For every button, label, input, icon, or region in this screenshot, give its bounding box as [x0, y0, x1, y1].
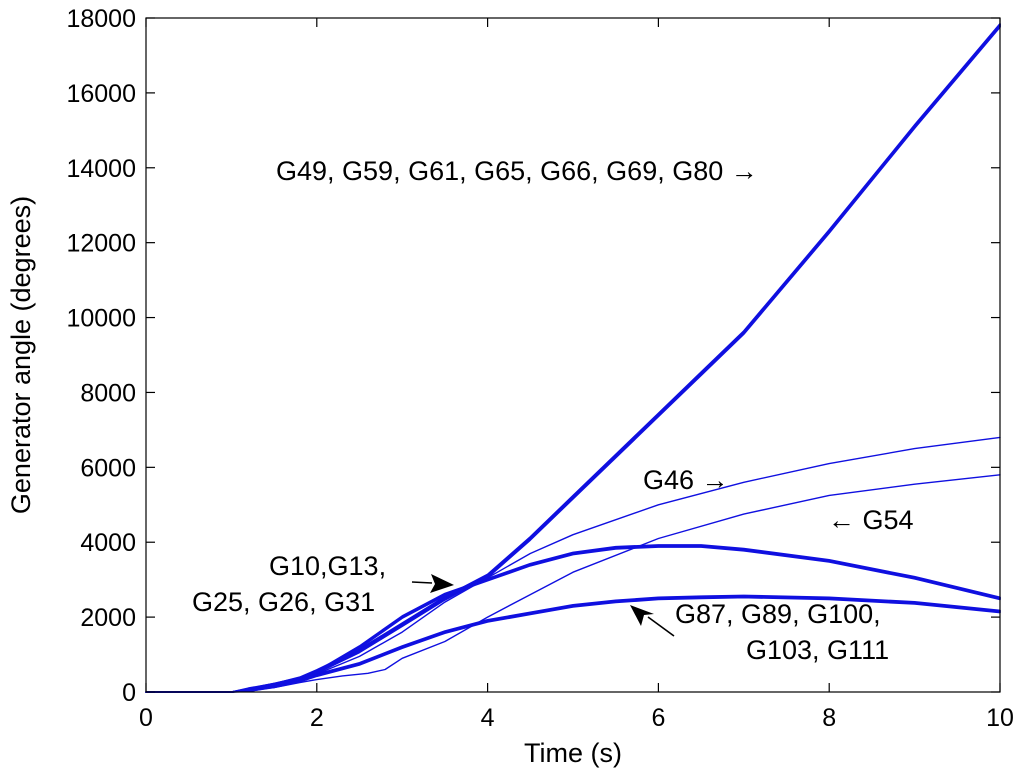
y-tick-label: 10000: [66, 305, 136, 333]
annotation-g87-arrow: [630, 605, 675, 637]
annotation-g87-group-line1: G87, G89, G100,: [675, 599, 881, 629]
x-tick-label: 2: [310, 704, 324, 732]
y-tick-label: 6000: [80, 454, 136, 482]
y-tick-label: 12000: [66, 230, 136, 258]
x-tick-label: 10: [986, 704, 1014, 732]
annotation-g54: ← G54: [828, 505, 914, 535]
y-tick-label: 0: [122, 679, 136, 707]
x-axis-title: Time (s): [524, 738, 622, 768]
annotation-g49-group: G49, G59, G61, G65, G66, G69, G80 →: [276, 156, 758, 186]
annotation-g46: G46 →: [643, 465, 729, 495]
annotation-g10-group-line2: G25, G26, G31: [192, 587, 375, 617]
annotation-g10-group-line1: G10,G13,: [269, 551, 386, 581]
series-group: [145, 22, 1001, 693]
x-tick-label: 0: [139, 704, 153, 732]
y-tick-label: 8000: [80, 379, 136, 407]
plot-frame: [145, 17, 1001, 693]
plot-area: [146, 18, 1000, 692]
annotation-g10-arrow: [411, 574, 454, 593]
x-tick-label: 4: [481, 704, 495, 732]
y-tick-label: 16000: [66, 80, 136, 108]
y-tick-label: 2000: [80, 604, 136, 632]
annotation-g87-group-line2: G103, G111: [746, 635, 889, 665]
y-tick-label: 4000: [80, 529, 136, 557]
y-tick-label: 18000: [66, 5, 136, 33]
x-tick-label: 8: [822, 704, 836, 732]
ticks-group: 0 2 4 6 8 10 0 2000 4000 6000 8000 10000 12000 14000 1…: [66, 5, 1013, 732]
x-tick-label: 6: [651, 704, 665, 732]
y-axis-title: Generator angle (degrees): [6, 196, 36, 514]
series-line-5-5: [145, 596, 1001, 693]
y-tick-label: 14000: [66, 155, 136, 183]
